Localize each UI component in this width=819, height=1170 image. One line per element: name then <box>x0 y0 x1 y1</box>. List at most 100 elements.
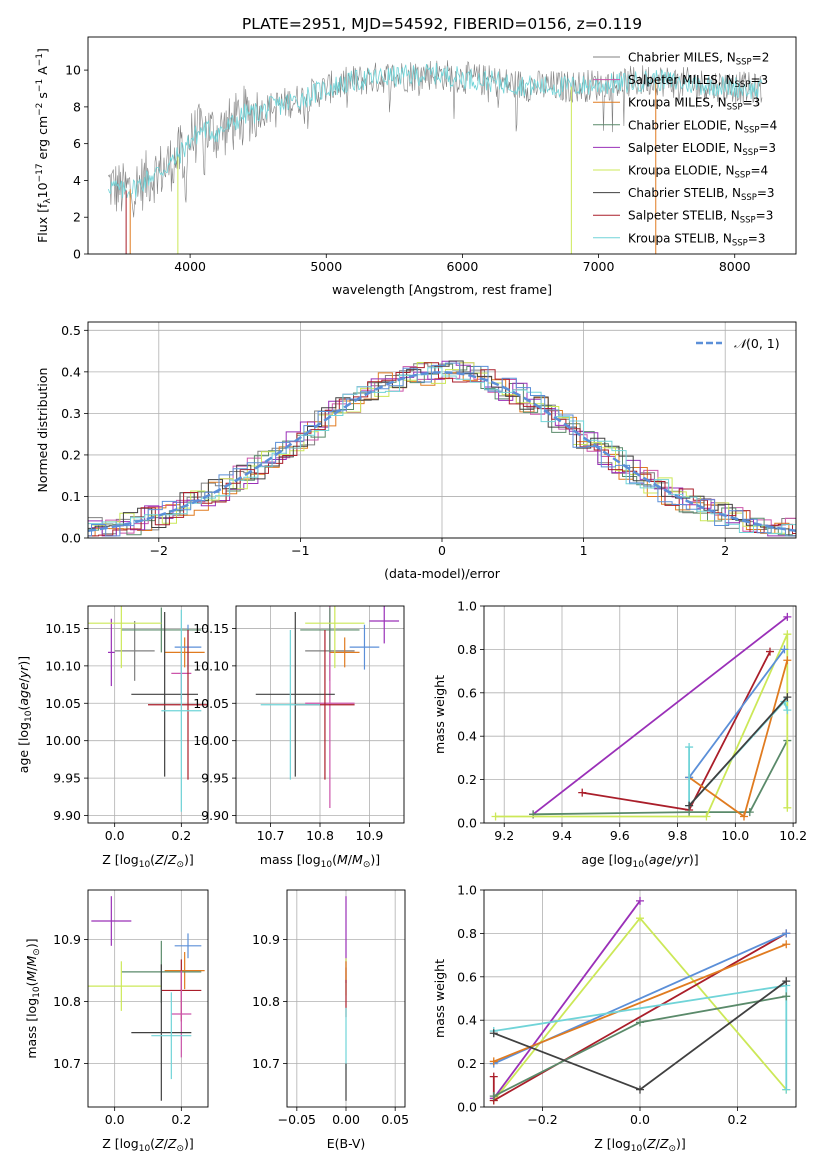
axes-frame <box>235 605 405 824</box>
y-tick-label: 0.6 <box>457 969 477 984</box>
x-tick-label: 9.6 <box>610 828 630 843</box>
plus-marker <box>491 812 500 821</box>
x-tick-label: 0.0 <box>105 1112 125 1127</box>
plus-marker <box>783 803 792 812</box>
residuals-xlabel: (data-model)/error <box>384 566 501 581</box>
plus-marker <box>636 896 644 905</box>
mass-weight-line <box>532 616 788 816</box>
mass-weight-line <box>493 943 787 1063</box>
x-tick-label: −1 <box>291 543 309 558</box>
x-tick-label: 1 <box>580 543 588 558</box>
plus-marker <box>636 1018 644 1027</box>
age_vs_mass-panel: 10.7 10.8 10.9 9.90 9.95 10.00 10.05 10.10 10.15… <box>193 605 405 870</box>
x-tick-label: 5000 <box>310 259 342 274</box>
mass-weight-line <box>688 660 789 818</box>
plus-marker <box>766 647 774 656</box>
plus-marker <box>782 992 791 1001</box>
mass-weight-line <box>688 648 786 778</box>
plus-marker <box>783 706 792 715</box>
x-tick-label: 0.05 <box>381 1112 409 1127</box>
mass_weight_vs_Z-xlabel: Z [log10(Z/Z⊙)] <box>594 1136 686 1154</box>
y-tick-label: 0.8 <box>457 642 477 657</box>
axes-frame <box>87 605 209 824</box>
x-tick-label: 0.00 <box>332 1112 360 1127</box>
x-tick-label: 0.0 <box>630 1112 650 1127</box>
y-tick-label: 10.7 <box>252 1056 280 1071</box>
plus-marker <box>782 929 791 938</box>
x-tick-label: −0.05 <box>278 1112 316 1127</box>
mass_vs_ebv-panel: −0.05 0.00 0.05 10.7 10.8 10.9 E(B-V) <box>252 889 409 1151</box>
x-tick-label: 10.2 <box>779 828 807 843</box>
plus-marker <box>783 693 792 702</box>
y-tick-label: 0.5 <box>61 323 81 338</box>
x-tick-label: 6000 <box>447 259 479 274</box>
y-tick-label: 10.00 <box>193 733 229 748</box>
y-tick-label: 0.0 <box>61 531 81 546</box>
plus-marker <box>740 812 748 821</box>
y-tick-label: 10 <box>65 63 81 78</box>
y-tick-label: 0.4 <box>457 729 477 744</box>
mass_weight_vs_age-panel: 9.2 9.4 9.6 9.8 10.0 10.2 0.0 0.2 0.4 0.6 0.8 1.0 ag… <box>432 599 807 871</box>
mass-weight-line <box>493 900 641 1099</box>
mass_weight_vs_age-ylabel: mass weight <box>432 675 447 754</box>
y-tick-label: 10.9 <box>252 932 280 947</box>
y-tick-label: 9.95 <box>53 771 81 786</box>
mass-weight-line <box>582 651 771 811</box>
y-tick-label: 10.9 <box>53 932 81 947</box>
mass-weight-line <box>688 696 788 807</box>
plus-marker <box>685 801 694 810</box>
y-tick-label: 10.8 <box>252 994 280 1009</box>
y-tick-label: 10.7 <box>53 1056 81 1071</box>
x-tick-label: 7000 <box>583 259 615 274</box>
x-tick-label: 2 <box>721 543 729 558</box>
x-tick-label: −0.2 <box>527 1112 557 1127</box>
x-tick-label: 0.2 <box>171 1112 191 1127</box>
spectrum-panel: 4000 5000 6000 7000 8000 0 2 4 6 8 10 wavelength [A… <box>35 36 797 297</box>
legend-entry: Chabrier MILES, NSSP=2 <box>628 51 769 68</box>
spectrum-xlabel: wavelength [Angstrom, rest frame] <box>332 282 552 297</box>
y-tick-label: 1.0 <box>457 599 477 614</box>
legend-entry: Chabrier ELODIE, NSSP=4 <box>628 118 777 135</box>
x-tick-label: 10.0 <box>721 828 749 843</box>
y-tick-label: 8 <box>73 99 81 114</box>
y-tick-label: 0.6 <box>457 685 477 700</box>
y-tick-label: 0.2 <box>457 1056 477 1071</box>
histogram-step <box>88 367 796 537</box>
mass-weight-line <box>495 633 789 818</box>
age_vs_Z-xlabel: Z [log10(Z/Z⊙)] <box>102 852 194 870</box>
legend-entry: Kroupa STELIB, NSSP=3 <box>628 231 766 248</box>
mass-weight-line <box>533 740 789 816</box>
y-tick-label: 10.15 <box>45 621 81 636</box>
y-tick-label: 10.05 <box>193 696 229 711</box>
plus-marker <box>783 630 792 639</box>
y-tick-label: 0.4 <box>61 364 81 379</box>
y-tick-label: 0.2 <box>457 772 477 787</box>
legend-entry: Chabrier STELIB, NSSP=3 <box>628 186 775 203</box>
mass_vs_Z-panel: 0.0 0.2 10.7 10.8 10.9 Z [log10(Z/Z⊙)] mass [l… <box>24 889 209 1154</box>
mass_weight_vs_Z-ylabel: mass weight <box>432 959 447 1038</box>
histogram-step <box>88 363 796 537</box>
gaussian-curve <box>87 371 797 532</box>
plus-marker <box>489 1072 498 1081</box>
axes-frame <box>87 889 209 1108</box>
legend-entry: Salpeter STELIB, NSSP=3 <box>628 209 773 226</box>
histogram-step <box>88 360 796 537</box>
plus-marker <box>578 788 587 797</box>
axes-frame <box>286 889 406 1108</box>
x-tick-label: 10.8 <box>306 828 334 843</box>
x-tick-label: 8000 <box>719 259 751 274</box>
plus-marker <box>685 743 694 752</box>
data-spectrum <box>108 60 763 218</box>
y-tick-label: 0.0 <box>457 816 477 831</box>
y-tick-label: 2 <box>73 210 81 225</box>
plus-marker <box>782 977 791 986</box>
y-tick-label: 9.90 <box>53 808 81 823</box>
plus-marker <box>745 808 754 817</box>
x-tick-label: 9.2 <box>494 828 514 843</box>
mass_vs_ebv-xlabel: E(B-V) <box>327 1136 366 1151</box>
plus-marker <box>489 1057 498 1066</box>
y-tick-label: 10.10 <box>45 658 81 673</box>
age_vs_Z-panel: 0.0 0.2 9.90 9.95 10.00 10.05 10.10 10.15 Z [log… <box>16 605 209 870</box>
plus-marker <box>780 645 789 654</box>
